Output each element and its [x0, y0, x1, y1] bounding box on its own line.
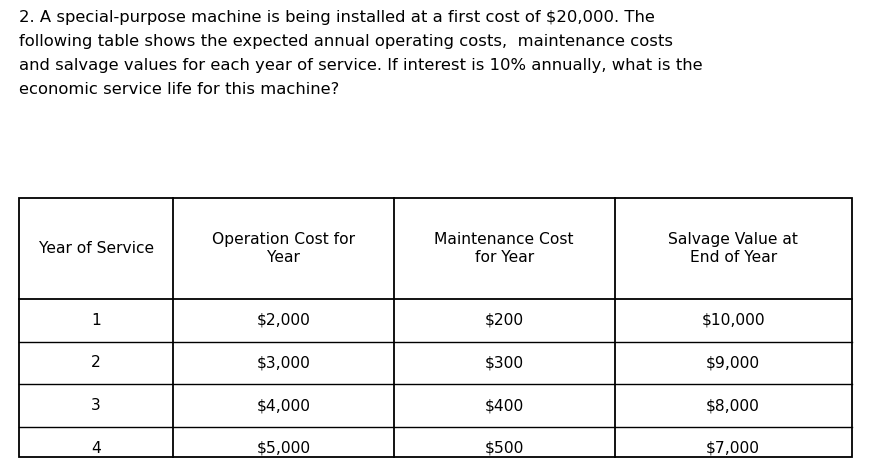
Text: $5,000: $5,000: [256, 441, 311, 456]
Text: $7,000: $7,000: [706, 441, 760, 456]
Text: $9,000: $9,000: [706, 355, 760, 370]
Text: $8,000: $8,000: [706, 398, 760, 413]
Text: 1: 1: [91, 313, 101, 328]
Text: $400: $400: [484, 398, 523, 413]
Text: 2: 2: [91, 355, 101, 370]
Bar: [19, 198, 852, 457]
Text: $200: $200: [484, 313, 523, 328]
Text: 4: 4: [91, 441, 101, 456]
Text: Year of Service: Year of Service: [38, 241, 154, 256]
Text: $300: $300: [484, 355, 523, 370]
Text: Maintenance Cost
for Year: Maintenance Cost for Year: [435, 233, 574, 265]
Text: $4,000: $4,000: [257, 398, 311, 413]
Text: Salvage Value at
End of Year: Salvage Value at End of Year: [668, 233, 798, 265]
Text: $10,000: $10,000: [701, 313, 765, 328]
Text: Operation Cost for
Year: Operation Cost for Year: [212, 233, 355, 265]
Text: 2. A special-purpose machine is being installed at a first cost of $20,000. The
: 2. A special-purpose machine is being in…: [19, 10, 703, 97]
Text: $3,000: $3,000: [257, 355, 310, 370]
Text: $500: $500: [484, 441, 523, 456]
Text: $2,000: $2,000: [257, 313, 310, 328]
Text: 3: 3: [91, 398, 101, 413]
